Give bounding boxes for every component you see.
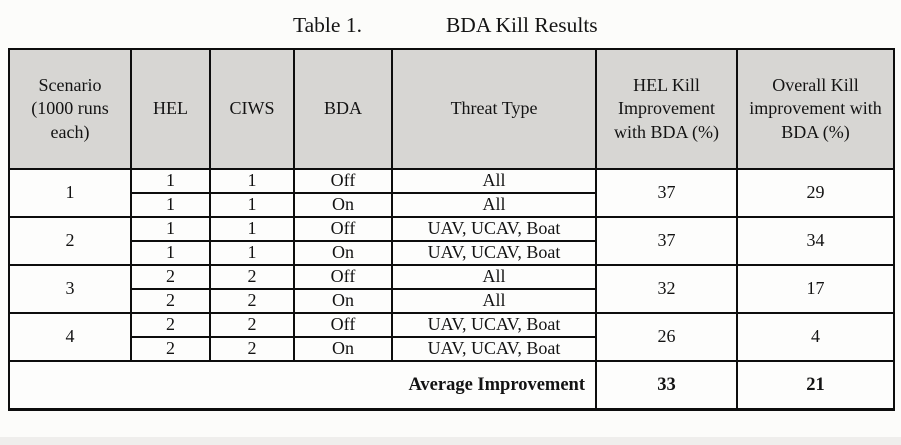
average-overall-kill-cell: 21 bbox=[736, 360, 895, 410]
table-caption-title: BDA Kill Results bbox=[445, 13, 598, 37]
hel-cell: 2 bbox=[130, 288, 211, 314]
table-row: 2 2 On All bbox=[9, 288, 894, 314]
hel-kill-improvement-cell: 37 bbox=[595, 216, 738, 266]
bda-cell: Off bbox=[293, 264, 393, 290]
table-row: 1 1 1 Off All 37 29 bbox=[8, 168, 895, 218]
hel-cell: 2 bbox=[130, 264, 211, 290]
header-hel: HEL bbox=[130, 48, 211, 170]
average-hel-kill-cell: 33 bbox=[595, 360, 738, 410]
table-row: 1 1 On UAV, UCAV, Boat bbox=[9, 240, 894, 266]
ciws-cell: 2 bbox=[209, 312, 295, 338]
header-overall-kill-improvement: Overall Kill improvement with BDA (%) bbox=[736, 48, 895, 170]
hel-cell: 1 bbox=[130, 240, 211, 266]
ciws-cell: 1 bbox=[209, 216, 295, 242]
scenario-number-cell: 4 bbox=[8, 312, 132, 362]
ciws-cell: 1 bbox=[209, 168, 295, 194]
average-improvement-label: Average Improvement bbox=[8, 360, 597, 410]
overall-kill-improvement-cell: 29 bbox=[736, 168, 895, 218]
header-ciws: CIWS bbox=[209, 48, 295, 170]
hel-kill-improvement-cell: 37 bbox=[595, 168, 738, 218]
ciws-cell: 2 bbox=[209, 336, 295, 362]
overall-kill-improvement-cell: 17 bbox=[736, 264, 895, 314]
header-hel-kill-improvement: HEL Kill Improvement with BDA (%) bbox=[595, 48, 738, 170]
ciws-cell: 1 bbox=[209, 240, 295, 266]
threat-type-cell: All bbox=[391, 288, 597, 314]
table-row: 2 1 1 Off UAV, UCAV, Boat 37 34 bbox=[8, 216, 895, 266]
hel-cell: 1 bbox=[130, 168, 211, 194]
hel-kill-improvement-cell: 32 bbox=[595, 264, 738, 314]
threat-type-cell: UAV, UCAV, Boat bbox=[391, 240, 597, 266]
bda-cell: On bbox=[293, 336, 393, 362]
hel-cell: 2 bbox=[130, 312, 211, 338]
hel-cell: 1 bbox=[130, 192, 211, 218]
bda-cell: On bbox=[293, 288, 393, 314]
table-row: 2 2 On UAV, UCAV, Boat bbox=[9, 336, 894, 362]
threat-type-cell: All bbox=[391, 168, 597, 194]
header-threat-type: Threat Type bbox=[391, 48, 597, 170]
page-bottom-strip bbox=[0, 437, 901, 445]
threat-type-cell: UAV, UCAV, Boat bbox=[391, 336, 597, 362]
bda-kill-results-table: Scenario (1000 runs each) HEL CIWS BDA T… bbox=[8, 48, 895, 411]
bda-cell: Off bbox=[293, 216, 393, 242]
header-row: Scenario (1000 runs each) HEL CIWS BDA T… bbox=[8, 48, 895, 170]
average-row: Average Improvement 33 21 bbox=[8, 360, 895, 410]
hel-cell: 2 bbox=[130, 336, 211, 362]
scenario-number-cell: 1 bbox=[8, 168, 132, 218]
bda-cell: Off bbox=[293, 168, 393, 194]
threat-type-cell: UAV, UCAV, Boat bbox=[391, 312, 597, 338]
ciws-cell: 2 bbox=[209, 264, 295, 290]
header-bda: BDA bbox=[293, 48, 393, 170]
bda-cell: Off bbox=[293, 312, 393, 338]
ciws-cell: 2 bbox=[209, 288, 295, 314]
threat-type-cell: All bbox=[391, 192, 597, 218]
table-row: 4 2 2 Off UAV, UCAV, Boat 26 4 bbox=[8, 312, 895, 362]
ciws-cell: 1 bbox=[209, 192, 295, 218]
table-row: 1 1 On All bbox=[9, 192, 894, 218]
bda-cell: On bbox=[293, 240, 393, 266]
threat-type-cell: All bbox=[391, 264, 597, 290]
header-scenario: Scenario (1000 runs each) bbox=[8, 48, 132, 170]
threat-type-cell: UAV, UCAV, Boat bbox=[391, 216, 597, 242]
bda-cell: On bbox=[293, 192, 393, 218]
overall-kill-improvement-cell: 4 bbox=[736, 312, 895, 362]
scenario-number-cell: 2 bbox=[8, 216, 132, 266]
hel-cell: 1 bbox=[130, 216, 211, 242]
table-caption: Table 1. BDA Kill Results bbox=[293, 13, 598, 38]
table-caption-label: Table 1. bbox=[293, 13, 362, 37]
scenario-number-cell: 3 bbox=[8, 264, 132, 314]
overall-kill-improvement-cell: 34 bbox=[736, 216, 895, 266]
table-row: 3 2 2 Off All 32 17 bbox=[8, 264, 895, 314]
hel-kill-improvement-cell: 26 bbox=[595, 312, 738, 362]
